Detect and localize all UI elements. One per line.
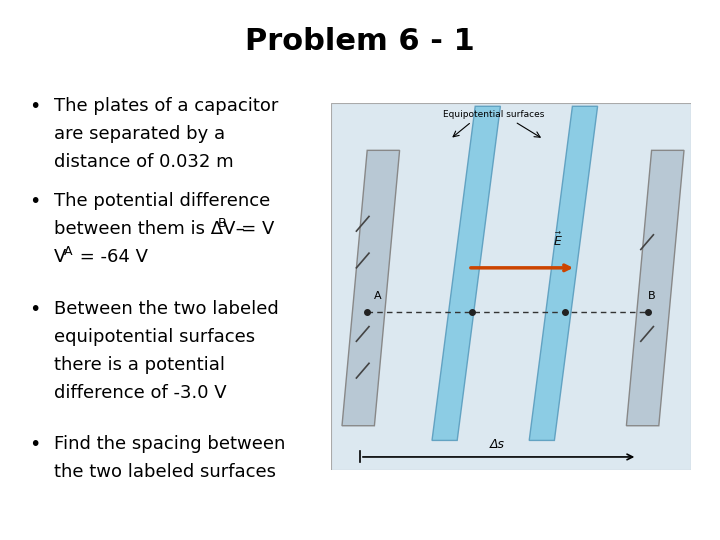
Text: –: –	[230, 220, 244, 238]
Text: $\vec{E}$: $\vec{E}$	[553, 232, 563, 249]
Polygon shape	[342, 150, 400, 426]
Text: Between the two labeled: Between the two labeled	[54, 300, 279, 318]
Text: are separated by a: are separated by a	[54, 125, 225, 143]
FancyBboxPatch shape	[331, 103, 691, 470]
Text: between them is ΔV = V: between them is ΔV = V	[54, 220, 274, 238]
Text: The plates of a capacitor: The plates of a capacitor	[54, 97, 279, 115]
Text: A: A	[64, 245, 73, 258]
Text: there is a potential: there is a potential	[54, 356, 225, 374]
Text: •: •	[29, 300, 40, 319]
Text: V: V	[54, 248, 66, 266]
Text: equipotential surfaces: equipotential surfaces	[54, 328, 255, 346]
Text: Find the spacing between: Find the spacing between	[54, 435, 285, 453]
Text: •: •	[29, 435, 40, 454]
Text: •: •	[29, 192, 40, 211]
Text: •: •	[29, 97, 40, 116]
Text: A: A	[374, 291, 382, 301]
Text: = -64 V: = -64 V	[74, 248, 148, 266]
Polygon shape	[432, 106, 500, 441]
Text: Problem 6 - 1: Problem 6 - 1	[245, 27, 475, 56]
Text: distance of 0.032 m: distance of 0.032 m	[54, 153, 233, 171]
Text: B: B	[218, 217, 227, 230]
Text: The potential difference: The potential difference	[54, 192, 270, 210]
Text: B: B	[648, 291, 656, 301]
Polygon shape	[529, 106, 598, 441]
Text: the two labeled surfaces: the two labeled surfaces	[54, 463, 276, 481]
Text: Equipotential surfaces: Equipotential surfaces	[443, 110, 544, 119]
Polygon shape	[626, 150, 684, 426]
Text: Δs: Δs	[490, 438, 504, 451]
Text: difference of -3.0 V: difference of -3.0 V	[54, 384, 227, 402]
